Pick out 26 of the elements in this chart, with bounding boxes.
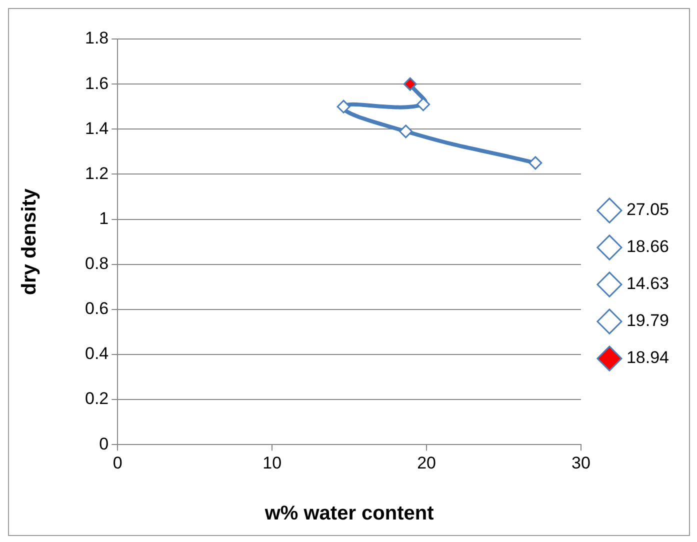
point xyxy=(403,77,417,91)
point xyxy=(336,100,350,114)
y-tick-label: 0.2 xyxy=(84,389,109,408)
x-axis-title: w% water content xyxy=(264,502,434,525)
legend-label: 18.66 xyxy=(626,237,670,256)
x-tick-label: 10 xyxy=(262,453,282,472)
y-tick-label: 0.6 xyxy=(84,299,109,318)
y-tick-label: 0.8 xyxy=(84,254,109,274)
y-tick-label: 1.2 xyxy=(84,164,109,183)
y-tick-label: 1 xyxy=(99,208,109,228)
legend-label: 14.63 xyxy=(626,274,670,294)
y-tick-label: 1.6 xyxy=(84,74,109,93)
x-tick-label: 0 xyxy=(112,453,122,472)
legend-label: 19.79 xyxy=(626,311,670,330)
y-tick-label: 1.4 xyxy=(84,118,109,138)
x-tick-label: 20 xyxy=(417,453,436,472)
point xyxy=(416,98,430,112)
point xyxy=(399,124,413,138)
legend-label: 18.94 xyxy=(626,348,670,368)
y-tick-label: 0.4 xyxy=(84,344,109,364)
y-tick-label: 1.8 xyxy=(84,28,109,48)
legend-label: 27.05 xyxy=(626,200,670,220)
x-tick-label: 30 xyxy=(572,453,590,472)
y-axis-title: dry density xyxy=(18,188,41,296)
y-tick-label: 0 xyxy=(99,434,109,454)
point xyxy=(528,156,542,170)
